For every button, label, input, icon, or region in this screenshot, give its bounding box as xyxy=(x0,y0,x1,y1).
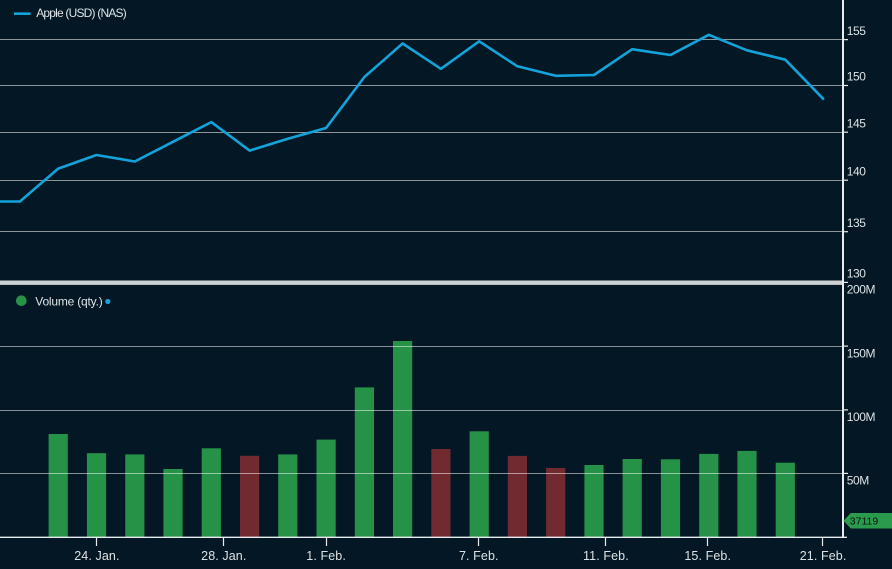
svg-text:130: 130 xyxy=(847,267,866,281)
svg-text:145: 145 xyxy=(847,116,866,130)
svg-text:7. Feb.: 7. Feb. xyxy=(459,549,499,563)
svg-text:11. Feb.: 11. Feb. xyxy=(583,549,629,563)
svg-text:Apple (USD) (NAS): Apple (USD) (NAS) xyxy=(36,6,127,20)
svg-text:150: 150 xyxy=(847,70,866,84)
svg-text:21. Feb.: 21. Feb. xyxy=(800,549,847,563)
svg-text:135: 135 xyxy=(847,216,866,230)
svg-text:24. Jan.: 24. Jan. xyxy=(74,549,119,563)
svg-text:200M: 200M xyxy=(847,283,876,297)
svg-text:1. Feb.: 1. Feb. xyxy=(306,549,346,563)
svg-text:140: 140 xyxy=(847,164,866,178)
svg-text:155: 155 xyxy=(847,24,866,38)
svg-text:15. Feb.: 15. Feb. xyxy=(684,549,731,563)
svg-text:37119: 37119 xyxy=(850,516,879,528)
svg-text:Volume (qty.): Volume (qty.) xyxy=(35,294,102,308)
svg-text:28. Jan.: 28. Jan. xyxy=(201,549,246,563)
svg-text:100M: 100M xyxy=(847,410,876,424)
svg-text:50M: 50M xyxy=(847,474,869,488)
svg-text:150M: 150M xyxy=(847,346,876,360)
